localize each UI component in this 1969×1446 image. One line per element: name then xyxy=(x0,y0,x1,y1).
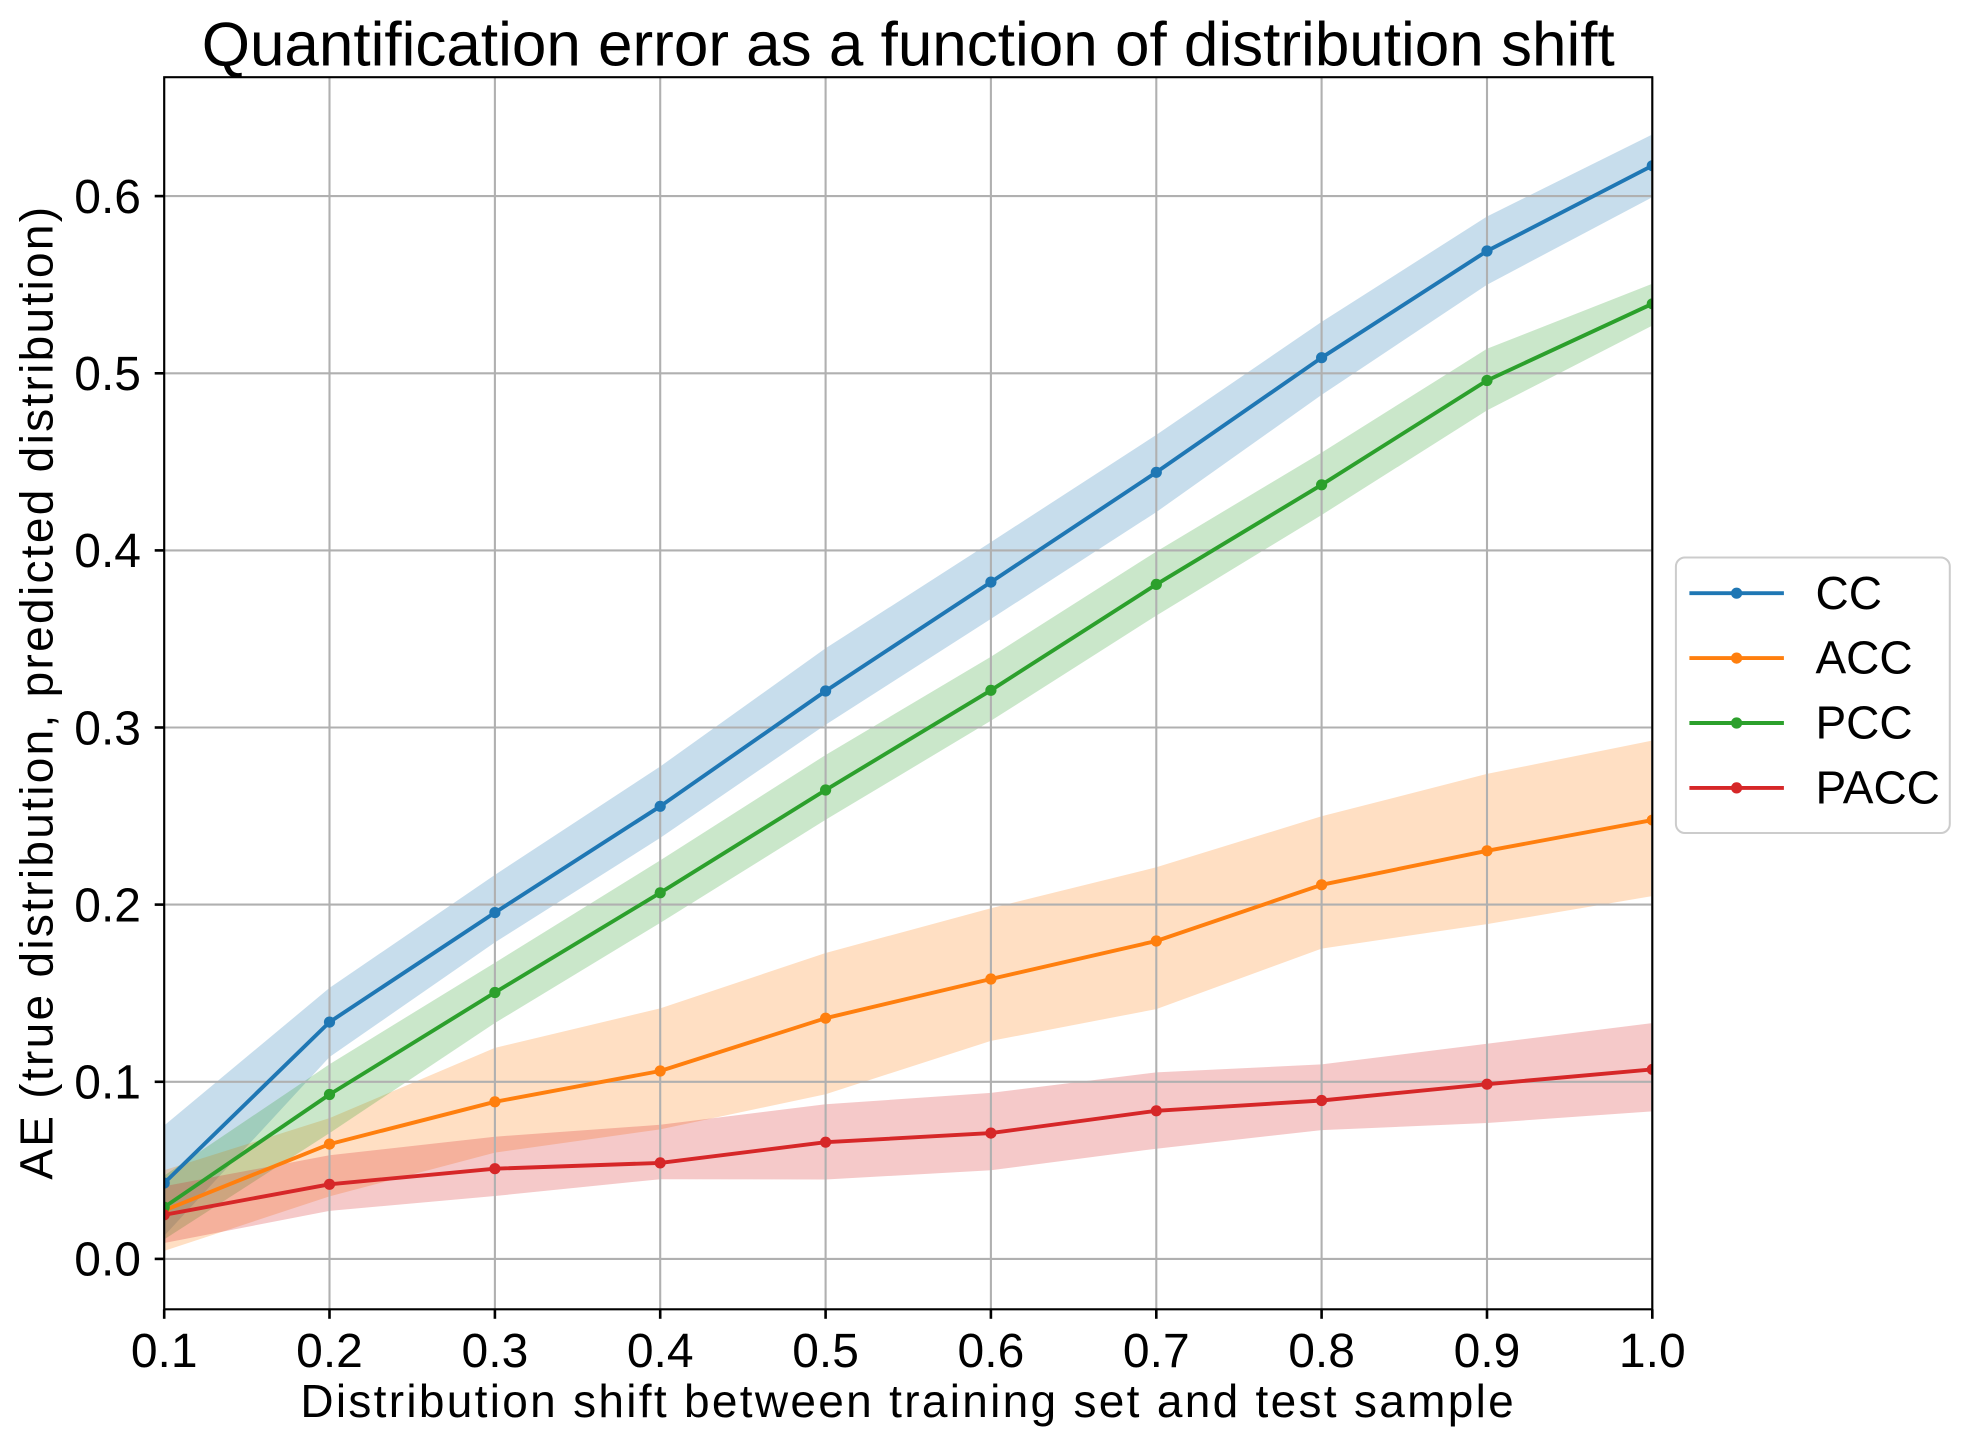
svg-text:0.4: 0.4 xyxy=(627,1325,694,1378)
svg-text:0.7: 0.7 xyxy=(1123,1325,1190,1378)
svg-text:0.6: 0.6 xyxy=(958,1325,1025,1378)
svg-text:0.2: 0.2 xyxy=(296,1325,363,1378)
svg-text:0.5: 0.5 xyxy=(792,1325,859,1378)
svg-text:ACC: ACC xyxy=(1816,632,1913,684)
svg-text:0.2: 0.2 xyxy=(74,879,141,932)
svg-text:0.1: 0.1 xyxy=(131,1325,198,1378)
svg-text:0.9: 0.9 xyxy=(1454,1325,1521,1378)
svg-text:0.0: 0.0 xyxy=(74,1234,141,1287)
svg-text:CC: CC xyxy=(1816,567,1882,619)
svg-text:Quantification error as a func: Quantification error as a function of di… xyxy=(202,11,1615,80)
svg-text:0.8: 0.8 xyxy=(1288,1325,1355,1378)
svg-text:1.0: 1.0 xyxy=(1619,1325,1686,1378)
svg-text:0.5: 0.5 xyxy=(74,348,141,401)
svg-text:AE (true distribution, predict: AE (true distribution, predicted distrib… xyxy=(11,205,63,1180)
svg-text:0.3: 0.3 xyxy=(462,1325,529,1378)
svg-text:Distribution shift between tra: Distribution shift between training set … xyxy=(300,1375,1516,1427)
svg-text:0.4: 0.4 xyxy=(74,525,141,578)
svg-text:PACC: PACC xyxy=(1816,762,1940,814)
svg-text:0.1: 0.1 xyxy=(74,1057,141,1110)
svg-text:PCC: PCC xyxy=(1816,697,1913,749)
svg-text:0.6: 0.6 xyxy=(74,171,141,224)
svg-text:0.3: 0.3 xyxy=(74,702,141,755)
